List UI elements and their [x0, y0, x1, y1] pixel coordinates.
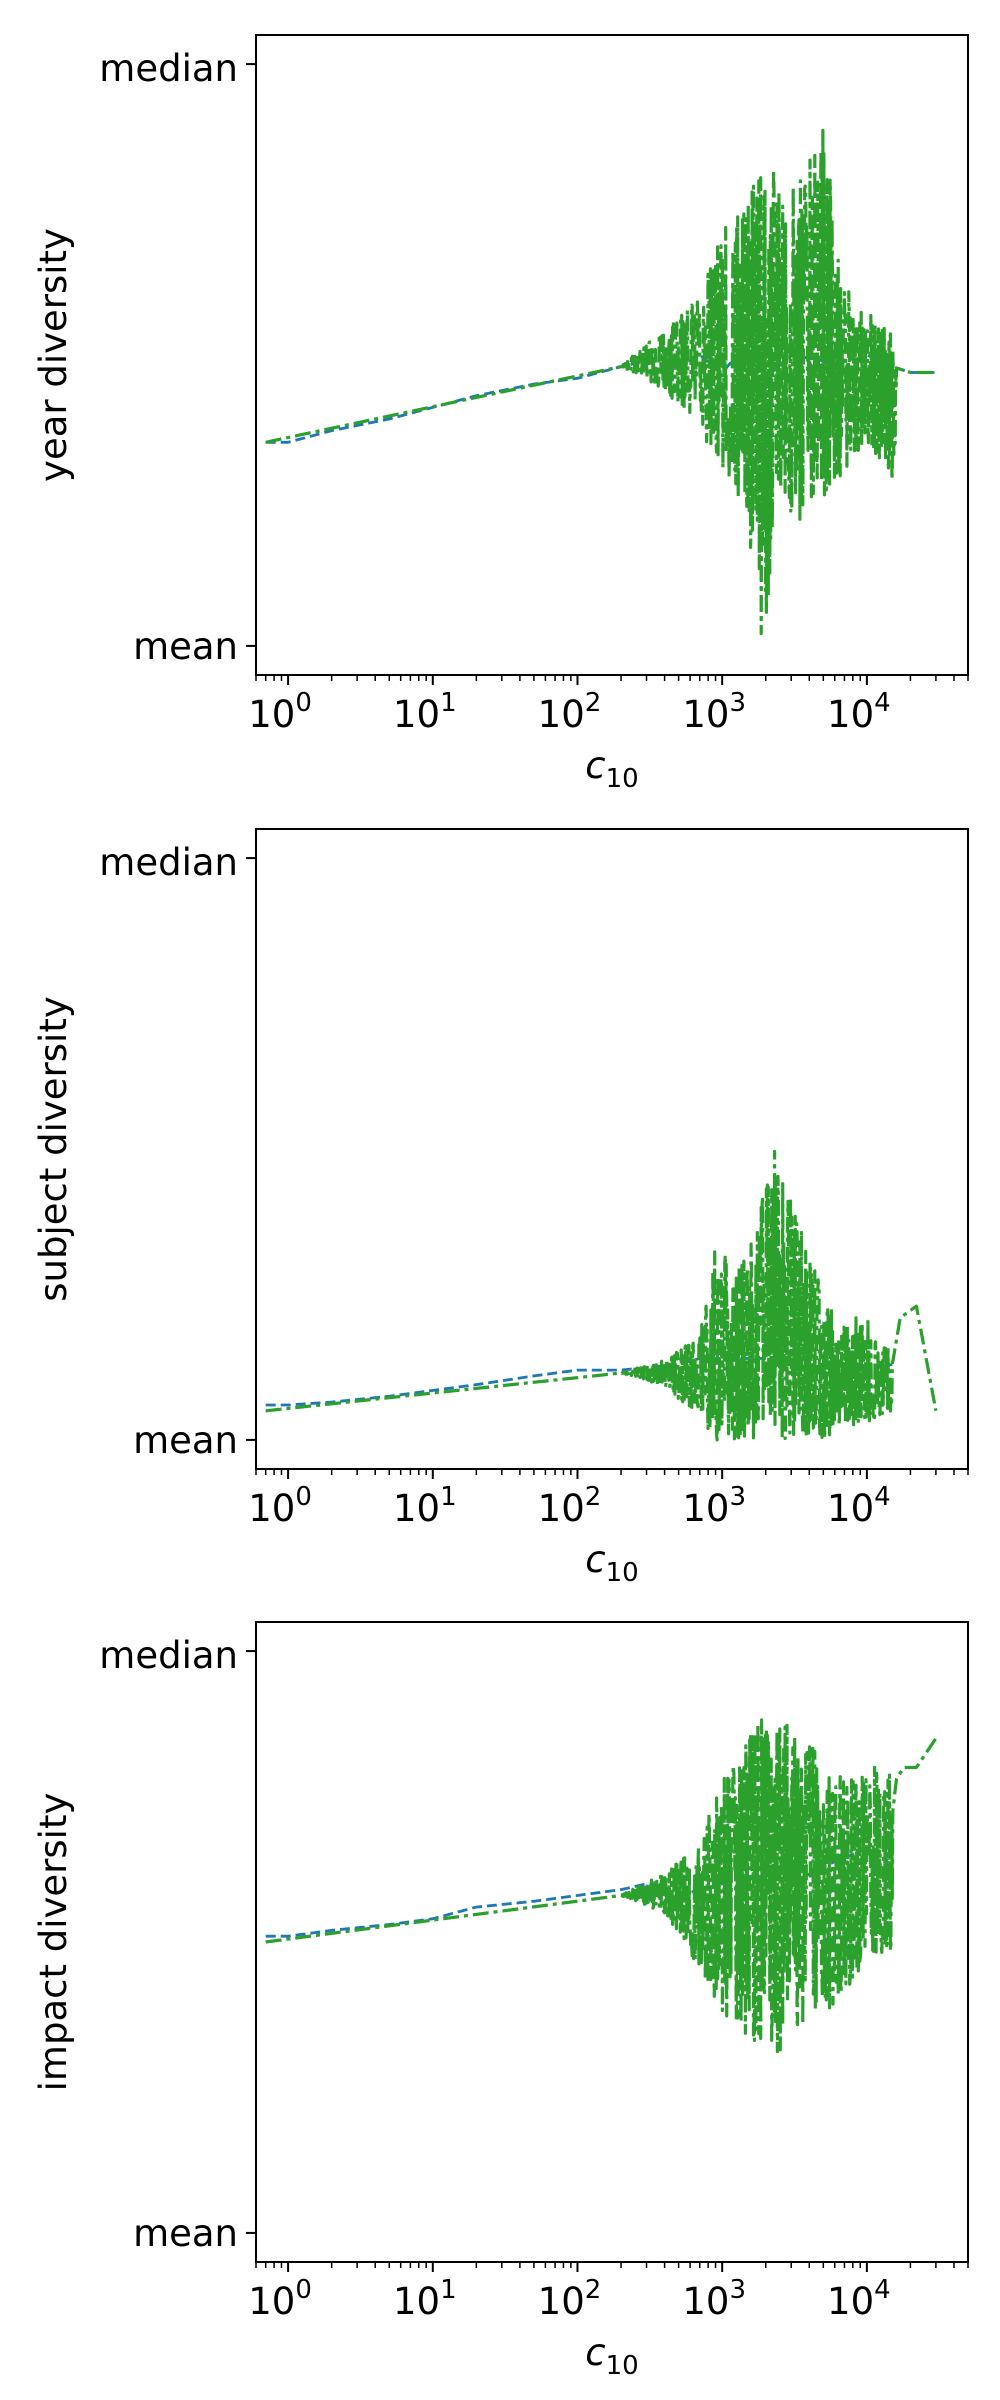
- x-axis-label-subscript: 10: [606, 764, 639, 794]
- x-tick-exponent: 2: [585, 1482, 602, 1512]
- x-tick-base: 10: [393, 693, 440, 736]
- x-tick-base: 10: [248, 1487, 295, 1530]
- x-tick-label: 104: [827, 688, 891, 736]
- panel-subject-diversity: 100 101 102 103 104 median mean subject dive…: [32, 828, 969, 1588]
- x-tick-base: 10: [393, 1487, 440, 1530]
- x-tick-exponent: 0: [295, 688, 312, 718]
- y-tick-label-median: median: [99, 841, 238, 884]
- x-tick-label: 101: [393, 688, 457, 736]
- x-axis-label-base: c: [585, 2331, 605, 2374]
- ticks: 100 101 102 103 104: [246, 1650, 969, 2323]
- x-tick-exponent: 3: [729, 1482, 746, 1512]
- x-tick-exponent: 1: [440, 688, 457, 718]
- x-tick-label: 104: [827, 1482, 891, 1530]
- data-layer: [264, 1149, 938, 1442]
- x-tick-label: 101: [393, 2275, 457, 2323]
- x-tick-label: 100: [248, 1482, 312, 1530]
- x-axis-label: c10: [585, 2331, 638, 2381]
- panel-impact-diversity: 100 101 102 103 104 median mean impact diver…: [32, 1621, 969, 2381]
- series-group: [264, 1149, 938, 1442]
- y-tick-label-median: median: [99, 47, 238, 90]
- series-group: [264, 128, 937, 636]
- x-tick-label: 100: [248, 688, 312, 736]
- x-tick-exponent: 4: [874, 1482, 891, 1512]
- x-tick-base: 10: [827, 2280, 874, 2323]
- x-axis-label-base: c: [585, 744, 605, 787]
- x-tick-label: 100: [248, 2275, 312, 2323]
- x-tick-exponent: 3: [729, 2275, 746, 2305]
- x-tick-base: 10: [538, 1487, 585, 1530]
- x-tick-base: 10: [682, 1487, 729, 1530]
- x-tick-base: 10: [827, 1487, 874, 1530]
- plot-frame: [255, 1621, 969, 2263]
- x-tick-label: 102: [538, 1482, 602, 1530]
- x-tick-exponent: 2: [585, 2275, 602, 2305]
- x-tick-label: 104: [827, 2275, 891, 2323]
- x-tick-base: 10: [682, 693, 729, 736]
- x-axis-label-subscript: 10: [606, 1558, 639, 1588]
- y-tick-label-mean: mean: [133, 2212, 238, 2255]
- ticks: 100 101 102 103 104: [246, 857, 969, 1530]
- y-tick-label-mean: mean: [133, 625, 238, 668]
- x-tick-exponent: 4: [874, 2275, 891, 2305]
- x-tick-label: 101: [393, 1482, 457, 1530]
- x-tick-label: 102: [538, 2275, 602, 2323]
- x-axis-label: c10: [585, 744, 638, 794]
- data-layer: [264, 128, 937, 636]
- y-axis-label: year diversity: [32, 228, 75, 482]
- x-axis-label-base: c: [585, 1538, 605, 1581]
- x-tick-exponent: 1: [440, 1482, 457, 1512]
- series-line-green: [264, 1718, 938, 2054]
- x-tick-base: 10: [248, 693, 295, 736]
- x-tick-exponent: 3: [729, 688, 746, 718]
- x-tick-exponent: 2: [585, 688, 602, 718]
- x-tick-exponent: 4: [874, 688, 891, 718]
- x-tick-base: 10: [827, 693, 874, 736]
- y-tick-label-median: median: [99, 1634, 238, 1677]
- x-tick-base: 10: [682, 2280, 729, 2323]
- x-axis-label: c10: [585, 1538, 638, 1588]
- plot-frame: [255, 828, 969, 1470]
- x-tick-exponent: 0: [295, 1482, 312, 1512]
- series-line-green: [264, 1149, 938, 1442]
- ticks: 100 101 102 103 104: [246, 63, 969, 736]
- series-line-green: [264, 128, 937, 636]
- x-tick-base: 10: [248, 2280, 295, 2323]
- plot-frame: [255, 34, 969, 676]
- x-tick-label: 103: [682, 688, 746, 736]
- x-tick-label: 102: [538, 688, 602, 736]
- y-axis-label: impact diversity: [32, 1793, 75, 2092]
- x-tick-exponent: 1: [440, 2275, 457, 2305]
- series-group: [264, 1718, 938, 2054]
- data-layer: [264, 1718, 938, 2054]
- x-tick-base: 10: [393, 2280, 440, 2323]
- panel-year-diversity: 100 101 102 103 104 median mean year diversi…: [32, 34, 969, 794]
- y-tick-label-mean: mean: [133, 1419, 238, 1462]
- x-tick-base: 10: [538, 693, 585, 736]
- x-axis-label-subscript: 10: [606, 2351, 639, 2381]
- x-tick-label: 103: [682, 2275, 746, 2323]
- y-axis-label: subject diversity: [32, 996, 75, 1301]
- x-tick-label: 103: [682, 1482, 746, 1530]
- x-tick-exponent: 0: [295, 2275, 312, 2305]
- x-tick-base: 10: [538, 2280, 585, 2323]
